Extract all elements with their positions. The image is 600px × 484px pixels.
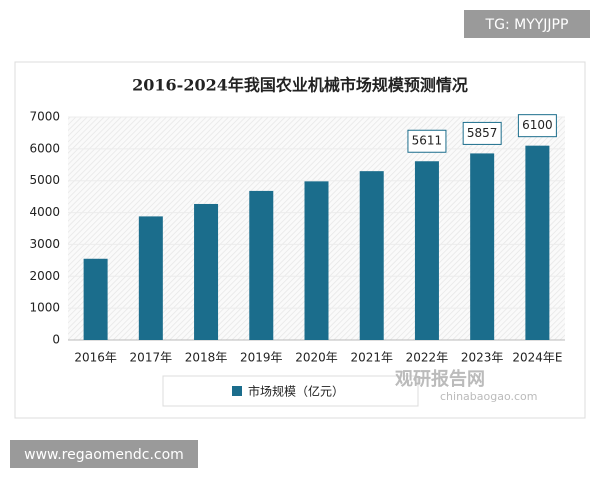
legend-box: [162, 375, 419, 407]
bar: [83, 258, 108, 340]
badge-bottom: [10, 440, 198, 468]
logo-name: 观研报告网: [395, 368, 485, 390]
x-tick-label: 2016年: [74, 351, 117, 365]
chart-title: 2016-2024年我国农业机械市场规模预测情况: [132, 76, 468, 95]
y-tick-label: 5000: [29, 173, 60, 187]
y-tick-label: 7000: [29, 110, 60, 124]
x-tick-label: 2022年: [406, 351, 449, 365]
bar: [194, 203, 219, 340]
y-tick-label: 6000: [29, 141, 60, 155]
value-label-box: [407, 129, 447, 153]
y-tick-label: 2000: [29, 269, 60, 283]
logo-url: chinabaogao.com: [440, 390, 538, 403]
x-tick-label: 2019年: [240, 351, 283, 365]
bar: [304, 181, 329, 340]
badge-bottom-text: www.regaomendc.com: [24, 447, 184, 463]
x-tick-label: 2018年: [185, 351, 228, 365]
bar: [138, 216, 163, 340]
value-label: 6100: [522, 118, 553, 132]
bar: [525, 145, 550, 340]
x-tick-label: 2020年: [295, 351, 338, 365]
badge-top-text: TG: MYYJJPP: [485, 17, 569, 33]
bar: [414, 161, 439, 340]
y-tick-label: 4000: [29, 205, 60, 219]
badge-top: [464, 10, 590, 38]
y-tick-label: 3000: [29, 237, 60, 251]
y-tick-label: 0: [52, 333, 60, 347]
x-tick-label: 2017年: [130, 351, 173, 365]
bar: [359, 171, 384, 340]
legend-swatch: [232, 386, 242, 396]
x-tick-label: 2024年E: [512, 351, 562, 365]
value-label: 5611: [412, 134, 443, 148]
bar: [249, 190, 274, 340]
x-tick-label: 2023年: [461, 351, 504, 365]
value-label-box: [462, 121, 502, 145]
bar: [470, 153, 495, 340]
value-label: 5857: [467, 126, 498, 140]
x-tick-label: 2021年: [350, 351, 393, 365]
value-label-box: [517, 114, 557, 138]
y-tick-label: 1000: [29, 301, 60, 315]
legend-label: 市场规模（亿元）: [248, 384, 344, 399]
